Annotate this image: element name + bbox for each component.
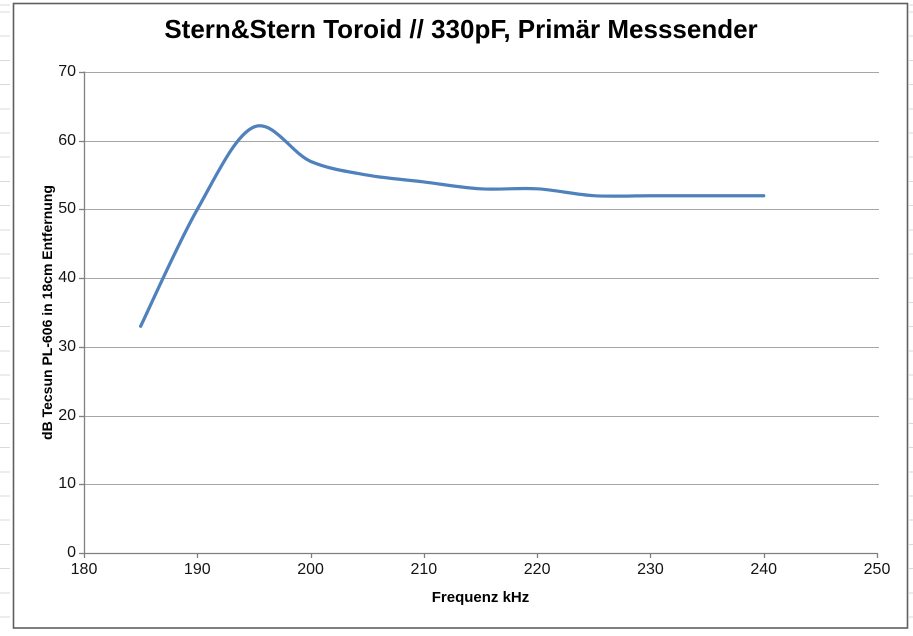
- y-tick-label: 20: [58, 406, 76, 424]
- y-tick-label: 30: [58, 337, 76, 355]
- x-tick-label: 190: [183, 561, 211, 578]
- x-axis-title: Frequenz kHz: [431, 589, 530, 606]
- x-tick-label: 240: [750, 561, 778, 578]
- x-tick-label: 180: [70, 561, 98, 578]
- y-tick-label: 70: [58, 63, 76, 80]
- chart-title: Stern&Stern Toroid // 330pF, Primär Mess…: [164, 14, 758, 44]
- x-tick-label: 250: [863, 561, 891, 578]
- x-tick-label: 210: [410, 561, 438, 578]
- x-tick-label: 230: [637, 561, 664, 578]
- spreadsheet-rowlines-strip-right: [909, 0, 913, 636]
- x-tick-label: 200: [297, 561, 324, 578]
- spreadsheet-rowlines-strip-left: [0, 0, 10, 636]
- y-tick-label: 50: [58, 200, 76, 218]
- y-tick-label: 0: [67, 544, 76, 561]
- y-tick-label: 60: [58, 131, 76, 149]
- y-tick-label: 10: [58, 475, 76, 493]
- y-tick-label: 40: [58, 269, 76, 287]
- x-tick-label: 220: [523, 561, 551, 578]
